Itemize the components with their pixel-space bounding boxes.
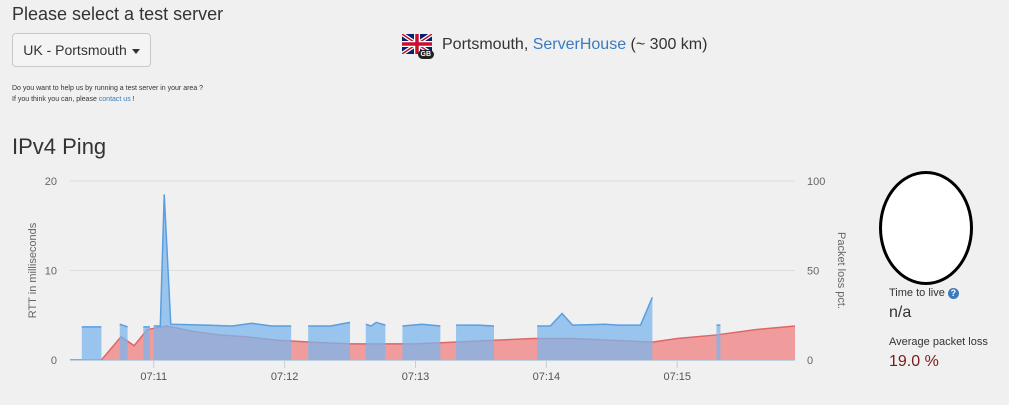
help-text: Do you want to help us by running a test…	[12, 83, 203, 105]
rtt-area-segment	[143, 326, 150, 360]
rtt-line-segment	[456, 324, 495, 327]
rtt-area-segment	[402, 324, 441, 360]
y2-tick-label: 0	[807, 355, 813, 367]
rtt-area-segment	[153, 194, 292, 360]
x-tick-label: 07:12	[271, 371, 299, 383]
rtt-line-segment	[365, 321, 386, 327]
location-city: Portsmouth,	[442, 36, 529, 53]
server-location: GB Portsmouth, ServerHouse (~ 300 km)	[400, 32, 708, 59]
rtt-area-segment	[537, 297, 653, 360]
x-tick-label: 07:15	[663, 371, 691, 383]
redaction-oval	[879, 171, 973, 285]
help-line-1: Do you want to help us by running a test…	[12, 85, 204, 92]
contact-us-link[interactable]: contact us	[98, 96, 131, 103]
y-tick-label: 0	[51, 355, 57, 367]
uk-flag-icon: GB	[400, 32, 434, 59]
chart-grid	[70, 180, 795, 271]
country-code-badge: GB	[417, 50, 434, 59]
y2-tick-label: 50	[807, 266, 819, 278]
rtt-area-segment	[308, 322, 351, 360]
rtt-area-segment	[119, 324, 128, 360]
y2-axis-label: Packet loss pct.	[835, 232, 847, 309]
server-select-dropdown[interactable]: UK - Portsmouth	[12, 33, 151, 67]
packet-loss-value: 19.0 %	[889, 353, 939, 370]
rtt-area-segment	[716, 325, 721, 360]
x-tick-label: 07:13	[402, 371, 430, 383]
page-title: Please select a test server	[12, 4, 224, 24]
location-distance: (~ 300 km)	[630, 36, 708, 53]
info-icon[interactable]: ?	[947, 287, 959, 299]
rtt-line-segment	[402, 323, 441, 327]
rtt-line-segment	[153, 194, 292, 327]
rtt-area-segment	[456, 325, 495, 360]
rtt-layer	[81, 194, 721, 360]
help-line-2: If you think you can, please contact us …	[12, 94, 203, 105]
rtt-line-segment	[308, 321, 351, 327]
rtt-line-segment	[119, 323, 128, 328]
y-axis-label: RTT in milliseconds	[27, 222, 39, 318]
packet-loss-label: Average packet loss	[889, 336, 988, 348]
ping-chart: 0 10 20 0 50 100 RTT in milliseconds Packet los…	[27, 176, 847, 383]
chart-axes: 0 10 20 0 50 100 RTT in milliseconds Packet los…	[27, 176, 847, 383]
help-line-2-suffix: !	[130, 96, 135, 103]
rtt-line-segment	[537, 297, 654, 327]
ttl-label: Time to live?	[889, 287, 959, 299]
provider-link[interactable]: ServerHouse	[532, 36, 627, 53]
rtt-area-segment	[81, 326, 102, 360]
caret-down-icon	[131, 48, 140, 54]
rtt-area-segment	[365, 322, 386, 360]
y-tick-label: 10	[45, 266, 57, 278]
help-line-2-prefix: If you think you can, please	[12, 96, 99, 103]
x-tick-label: 07:14	[533, 371, 561, 383]
server-select-label: UK - Portsmouth	[23, 42, 127, 58]
y-tick-label: 20	[45, 176, 57, 188]
y2-tick-label: 100	[807, 176, 825, 188]
x-tick-label: 07:11	[140, 371, 167, 383]
ttl-label-text: Time to live	[889, 287, 945, 299]
section-title: IPv4 Ping	[12, 134, 107, 159]
ttl-value: n/a	[889, 304, 912, 321]
